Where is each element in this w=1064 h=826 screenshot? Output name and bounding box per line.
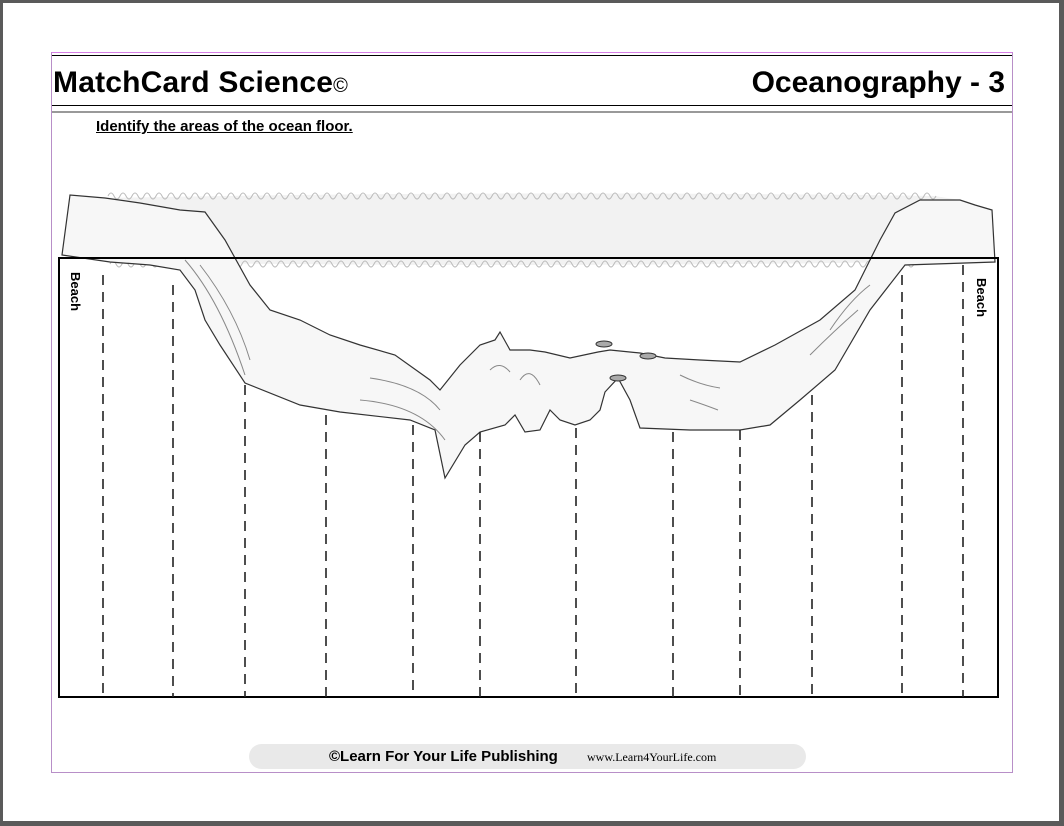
water-wave (109, 260, 915, 268)
copyright-mark: © (333, 75, 349, 97)
title-text: MatchCard Science (53, 66, 334, 99)
page-frame (51, 52, 1013, 773)
worksheet-title: MatchCard Science© (53, 66, 348, 100)
ocean-floor-profile (61, 194, 996, 480)
publisher-credit: ©Learn For Your Life Publishing (329, 748, 558, 765)
worksheet-page: MatchCard Science© Oceanography - 3 Iden… (3, 3, 1059, 821)
worksheet-subject: Oceanography - 3 (751, 66, 1005, 99)
seamount-peaks (595, 340, 657, 382)
right-beach-label: Beach (974, 278, 989, 318)
website-link: www.Learn4YourLife.com (587, 750, 717, 764)
divider (52, 55, 1012, 56)
answer-box (58, 257, 999, 698)
instructions: Identify the areas of the ocean floor. (96, 118, 353, 135)
left-beach-label: Beach (68, 272, 83, 312)
water-surface-wave (107, 192, 937, 200)
divider (52, 105, 1012, 106)
footer-bar: ©Learn For Your Life Publishing www.Lear… (249, 744, 806, 769)
divider (52, 111, 1012, 113)
water-area (105, 193, 960, 265)
